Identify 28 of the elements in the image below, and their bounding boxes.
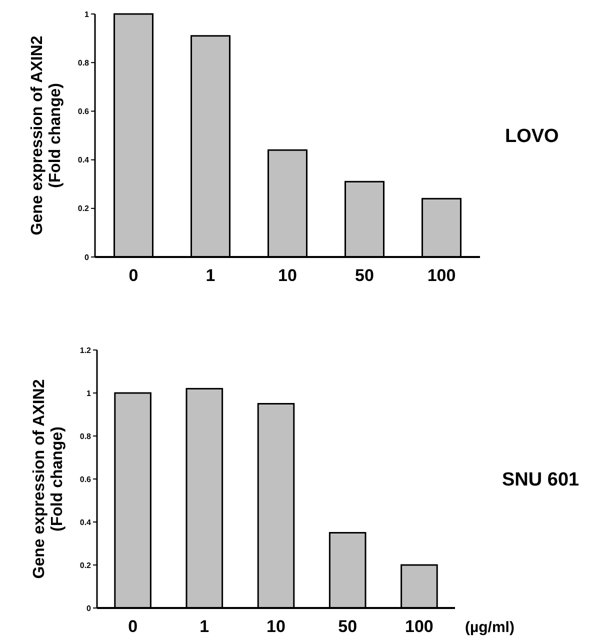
y-tick-label: 0.6 — [78, 107, 90, 116]
x-tick-label: 100 — [405, 617, 434, 636]
x-tick-label: 1 — [206, 266, 216, 285]
y-tick-label: 0.8 — [78, 58, 90, 68]
y-tick-label: 0.4 — [80, 518, 92, 527]
y-axis-title: Gene expression of AXIN2 (Fold change) — [31, 379, 66, 579]
x-tick-label: 50 — [338, 617, 358, 636]
y-tick-label: 0.4 — [78, 156, 90, 165]
x-tick-label: 10 — [278, 266, 297, 285]
y-tick-label: 1 — [86, 388, 92, 398]
y-tick-label: 0.6 — [80, 474, 92, 484]
text: LOVO — [505, 126, 559, 148]
x-axis-title: (µg/ml) — [465, 619, 514, 636]
text: SNU 601 — [502, 470, 580, 491]
x-tick-label: 100 — [427, 266, 456, 285]
y-tick-label: 0 — [84, 252, 90, 262]
y-tick-label: 0 — [86, 604, 92, 613]
y-tick-label: 0.2 — [78, 204, 90, 214]
y-tick-label: 0.8 — [80, 432, 92, 441]
y-tick-label: 1.2 — [80, 346, 92, 355]
x-tick-label: 0 — [128, 266, 138, 285]
y-tick-label: 1 — [84, 10, 90, 19]
x-tick-label: 10 — [266, 617, 286, 636]
x-tick-label: 50 — [355, 266, 374, 285]
y-axis-title: Gene expression of AXIN2 (Fold change) — [29, 36, 64, 236]
y-tick-label: 0.2 — [80, 560, 92, 570]
x-tick-label: 1 — [200, 617, 210, 636]
x-tick-label: 0 — [128, 617, 138, 636]
